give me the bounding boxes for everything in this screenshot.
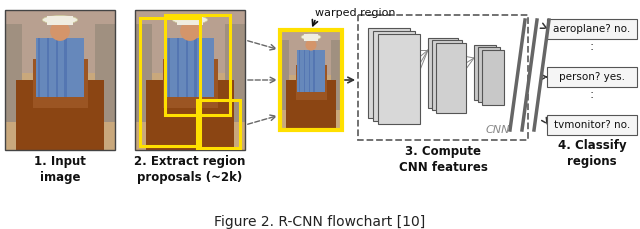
Bar bbox=[95, 24, 115, 122]
Bar bbox=[303, 34, 319, 41]
Bar bbox=[331, 40, 342, 110]
Circle shape bbox=[50, 21, 70, 41]
Bar bbox=[314, 50, 315, 92]
Bar bbox=[195, 38, 196, 97]
Bar bbox=[308, 50, 310, 92]
Bar bbox=[280, 40, 289, 110]
Bar bbox=[146, 80, 234, 150]
Bar bbox=[36, 38, 84, 97]
Bar bbox=[166, 38, 214, 97]
Bar bbox=[478, 47, 500, 102]
Bar bbox=[296, 65, 326, 100]
Text: CNN: CNN bbox=[486, 125, 510, 135]
Bar bbox=[163, 59, 218, 108]
Bar bbox=[280, 30, 342, 75]
Text: 2. Extract region
proposals (~2k): 2. Extract region proposals (~2k) bbox=[134, 155, 246, 184]
Bar bbox=[47, 38, 49, 97]
Bar bbox=[280, 30, 342, 130]
Bar bbox=[135, 10, 245, 73]
Text: :: : bbox=[590, 88, 594, 101]
Bar bbox=[33, 59, 88, 108]
Text: warped region: warped region bbox=[315, 8, 396, 18]
FancyBboxPatch shape bbox=[547, 67, 637, 87]
Bar bbox=[299, 50, 300, 92]
Bar bbox=[177, 16, 204, 25]
Bar bbox=[65, 38, 67, 97]
Bar bbox=[168, 38, 170, 97]
Bar bbox=[303, 50, 305, 92]
Bar bbox=[482, 50, 504, 105]
Text: Figure 2. R-CNN flowchart [10]: Figure 2. R-CNN flowchart [10] bbox=[214, 215, 426, 229]
FancyBboxPatch shape bbox=[547, 19, 637, 39]
Bar bbox=[16, 80, 104, 150]
Text: person? yes.: person? yes. bbox=[559, 72, 625, 82]
Ellipse shape bbox=[301, 34, 321, 40]
Ellipse shape bbox=[172, 16, 207, 24]
Bar bbox=[5, 10, 115, 150]
Bar bbox=[5, 10, 115, 73]
Bar bbox=[428, 38, 458, 108]
Text: aeroplane? no.: aeroplane? no. bbox=[554, 24, 630, 34]
Bar bbox=[197, 100, 240, 148]
Bar bbox=[378, 34, 420, 124]
Bar bbox=[286, 80, 336, 130]
FancyBboxPatch shape bbox=[547, 115, 637, 135]
Bar bbox=[280, 30, 342, 130]
Bar bbox=[280, 30, 342, 130]
Bar bbox=[225, 24, 245, 122]
Text: 3. Compute
CNN features: 3. Compute CNN features bbox=[399, 145, 488, 174]
Text: 4. Classify
regions: 4. Classify regions bbox=[557, 139, 627, 168]
Bar bbox=[177, 38, 179, 97]
Bar bbox=[56, 38, 58, 97]
Bar bbox=[373, 31, 415, 121]
Bar bbox=[135, 24, 152, 122]
Circle shape bbox=[180, 21, 200, 41]
Text: 1. Input
image: 1. Input image bbox=[34, 155, 86, 184]
Bar bbox=[474, 45, 496, 100]
Text: :: : bbox=[590, 41, 594, 54]
Bar bbox=[38, 38, 40, 97]
Bar bbox=[47, 16, 73, 25]
Bar bbox=[298, 50, 324, 92]
Circle shape bbox=[305, 39, 317, 51]
Bar bbox=[5, 10, 115, 150]
Bar bbox=[165, 15, 230, 115]
Bar bbox=[135, 10, 245, 150]
Bar bbox=[5, 24, 22, 122]
Bar bbox=[436, 43, 466, 113]
Text: tvmonitor? no.: tvmonitor? no. bbox=[554, 120, 630, 130]
Bar bbox=[140, 18, 200, 146]
Bar bbox=[368, 28, 410, 118]
Bar bbox=[135, 10, 245, 150]
Bar bbox=[186, 38, 188, 97]
Ellipse shape bbox=[42, 16, 77, 24]
Bar bbox=[432, 40, 462, 110]
